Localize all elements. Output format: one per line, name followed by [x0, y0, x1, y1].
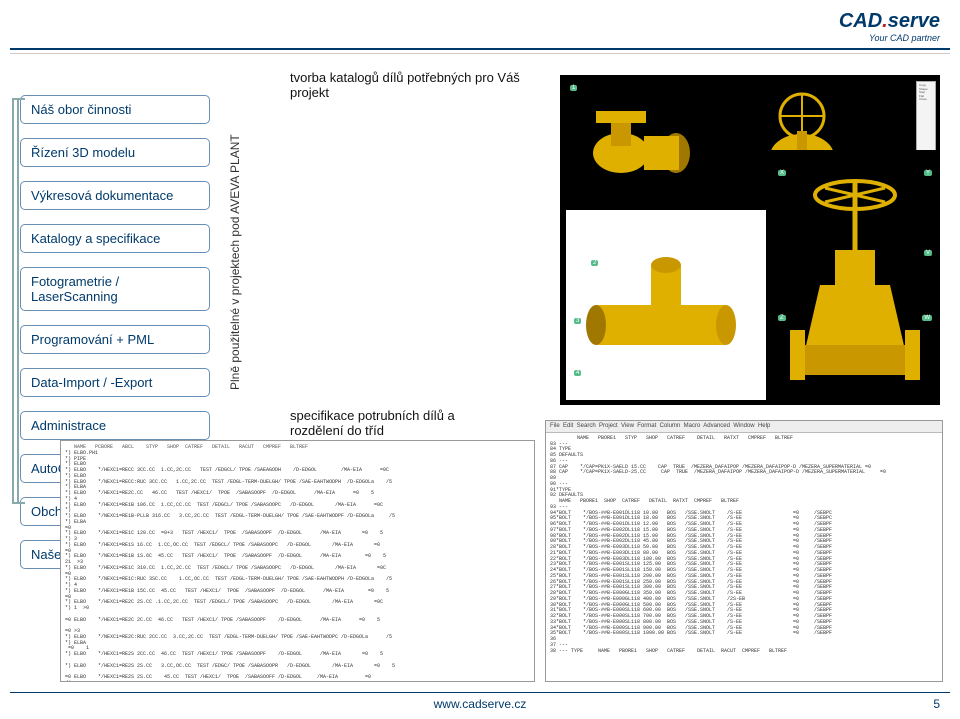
rule-1	[10, 48, 950, 50]
label: 4	[574, 370, 581, 376]
gate-valve-render: X Y V Z W	[770, 150, 940, 405]
label: V	[924, 250, 932, 256]
sidebar-item[interactable]: Náš obor činnosti	[20, 95, 210, 124]
logo-text: CAD.serve	[839, 10, 940, 33]
label: Y	[924, 170, 932, 176]
label: W	[922, 315, 932, 321]
sidebar-item[interactable]: Řízení 3D modelu	[20, 138, 210, 167]
sidebar-item[interactable]: Administrace	[20, 411, 210, 440]
logo-tagline: Your CAD partner	[839, 33, 940, 43]
logo: CAD.serve Your CAD partner	[839, 10, 940, 43]
sidebar-item[interactable]: Katalogy a specifikace	[20, 224, 210, 253]
page-title: tvorba katalogů dílů potřebných pro Váš …	[290, 70, 540, 100]
sidebar-item[interactable]: Data-Import / -Export	[20, 368, 210, 397]
speclist-left[interactable]: NAME PCBORE ABCL STYP SHOP CATREF DETAIL…	[60, 440, 535, 682]
sidebar-item[interactable]: Fotogrametrie / LaserScanning	[20, 267, 210, 311]
label: 3	[574, 318, 581, 324]
label: 1	[570, 85, 577, 91]
rule-footer	[10, 692, 950, 693]
vertical-text: Plně použitelné v projektech pod AVEVA P…	[228, 110, 242, 390]
rule-2	[10, 53, 950, 54]
page-number: 5	[933, 697, 940, 711]
bracket-inner	[17, 98, 25, 504]
tee-render: 2 3 4	[566, 210, 766, 400]
speclist-right[interactable]: File Edit Search Project View Format Col…	[545, 420, 943, 682]
label: X	[778, 170, 786, 176]
sidebar-item[interactable]: Výkresová dokumentace	[20, 181, 210, 210]
sidebar-item[interactable]: Programování + PML	[20, 325, 210, 354]
subtitle: specifikace potrubních dílů a rozdělení …	[290, 408, 510, 438]
label: Z	[778, 315, 786, 321]
footer-url: www.cadserve.cz	[0, 697, 960, 711]
label: 2	[591, 260, 598, 266]
valve-thumb-1: 1	[566, 81, 736, 201]
